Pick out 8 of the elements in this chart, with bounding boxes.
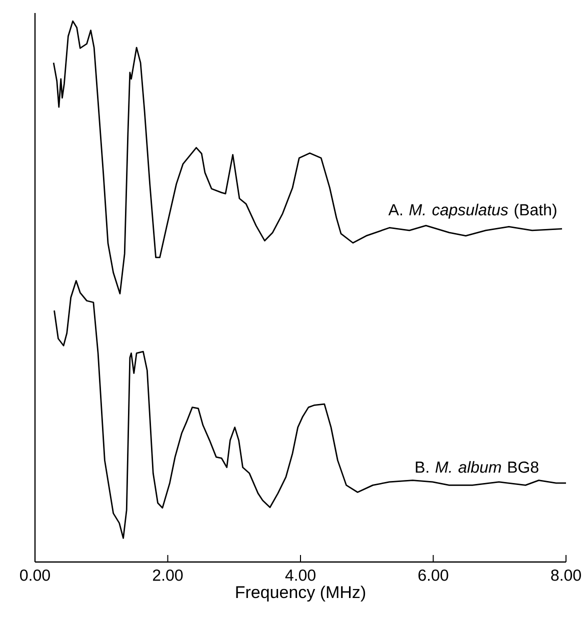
series-label: A. M. capsulatus (Bath) [388, 204, 556, 219]
x-axis-title: Frequency (MHz) [236, 586, 366, 602]
x-tick-label: 0.00 [20, 570, 50, 581]
x-tick-label: 2.00 [152, 570, 183, 581]
x-tick-label: 6.00 [418, 570, 448, 581]
series-label: B. M. album BG8 [416, 461, 538, 473]
x-tick-label: 4.00 [285, 570, 316, 581]
x-tick-label: 8.00 [551, 570, 581, 581]
